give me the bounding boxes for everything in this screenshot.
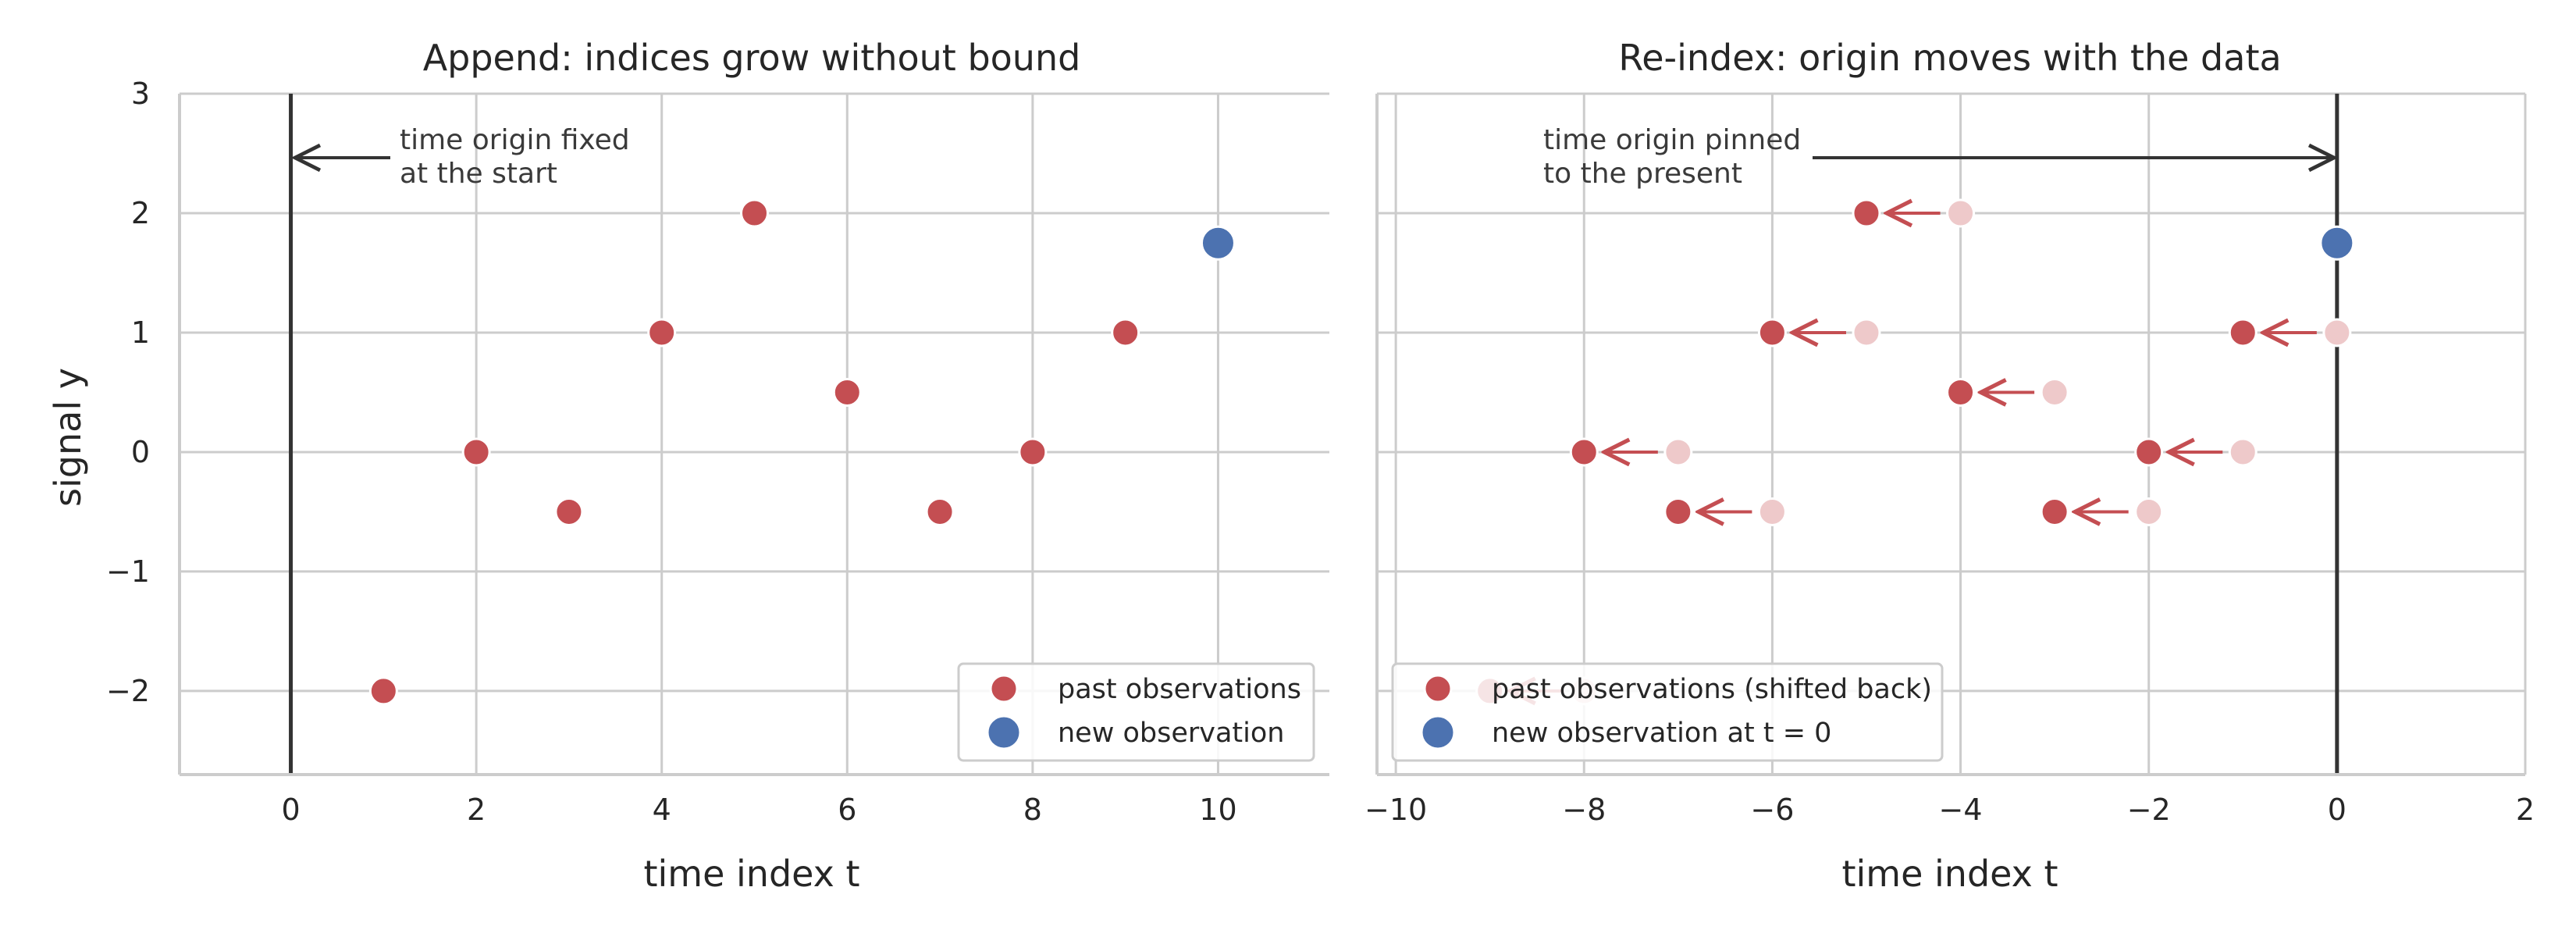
right-x-tick-label: 0 xyxy=(2328,793,2347,827)
right-previous-position-point xyxy=(2040,377,2069,407)
right-past-observation-point xyxy=(2134,437,2164,467)
left-y-tick-label: 0 xyxy=(131,435,150,469)
right-panel: −10 −8 −6 −4 −2 0 2 Re-index: origin moves wit… xyxy=(1364,37,2535,895)
left-legend-label-new: new observation xyxy=(1058,718,1284,749)
right-x-tick-labels: −10 −8 −6 −4 −2 0 2 xyxy=(1364,793,2535,827)
left-x-tick-label: 2 xyxy=(467,793,486,827)
left-panel: 0 2 4 6 8 10 −2 −1 0 1 2 3 Append: indices grow wi… xyxy=(47,37,1329,895)
right-previous-position-point xyxy=(1663,437,1693,467)
right-chart-title: Re-index: origin moves with the data xyxy=(1618,37,2281,79)
left-past-observation-point xyxy=(740,198,769,228)
left-past-observation-point xyxy=(1111,318,1140,347)
left-new-observation-point xyxy=(1200,225,1236,261)
left-chart-title: Append: indices grow without bound xyxy=(423,37,1081,79)
right-previous-position-point xyxy=(2322,318,2352,347)
right-legend-label-past: past observations (shifted back) xyxy=(1492,674,1932,705)
left-x-axis-label: time index t xyxy=(643,853,859,895)
left-legend-frame xyxy=(957,662,1315,762)
right-past-observation-point xyxy=(1663,497,1693,526)
right-past-observation-point xyxy=(2228,318,2258,347)
left-past-observation-point xyxy=(832,377,862,407)
left-past-observation-point xyxy=(647,318,677,347)
left-annotation: time origin fixed at the start xyxy=(295,124,630,190)
left-x-tick-label: 4 xyxy=(653,793,671,827)
right-previous-position-point xyxy=(1946,198,1976,228)
right-annotation-line-2: to the present xyxy=(1543,158,1742,190)
right-previous-position-point xyxy=(1757,497,1787,526)
right-axes-spines xyxy=(1375,94,2525,776)
right-annotation: time origin pinned to the present xyxy=(1543,124,2334,190)
right-x-tick-label: −8 xyxy=(1562,793,1606,827)
left-x-tick-label: 0 xyxy=(281,793,300,827)
left-y-axis-label: signal y xyxy=(47,368,89,507)
right-x-tick-label: −10 xyxy=(1364,793,1427,827)
left-y-tick-label: 1 xyxy=(131,315,150,350)
left-past-observation-point xyxy=(368,676,398,706)
left-legend-marker-past xyxy=(989,674,1019,704)
right-previous-position-point xyxy=(2134,497,2164,526)
right-legend: past observations (shifted back) new obs… xyxy=(1391,662,1944,762)
right-x-tick-label: −4 xyxy=(1939,793,1983,827)
left-axes-spines xyxy=(178,94,1329,776)
left-y-tick-label: −2 xyxy=(106,674,150,708)
right-legend-frame xyxy=(1391,662,1944,762)
left-past-observation-point xyxy=(1018,437,1048,467)
right-x-tick-label: 2 xyxy=(2516,793,2535,827)
right-x-tick-label: −2 xyxy=(2127,793,2171,827)
right-x-axis-label: time index t xyxy=(1841,853,2058,895)
left-x-tick-label: 8 xyxy=(1023,793,1042,827)
right-past-observation-point xyxy=(1852,198,1881,228)
left-y-tick-label: 2 xyxy=(131,196,150,230)
left-y-tick-label: 3 xyxy=(131,77,150,111)
left-data-points xyxy=(368,198,1236,706)
left-y-tick-labels: −2 −1 0 1 2 3 xyxy=(106,77,150,708)
left-past-observation-point xyxy=(925,497,955,526)
left-past-observation-point xyxy=(461,437,491,467)
right-data-points xyxy=(1475,198,2355,706)
right-past-observation-point xyxy=(1946,377,1976,407)
right-legend-label-new: new observation at t = 0 xyxy=(1492,718,1831,749)
right-annotation-line-1: time origin pinned xyxy=(1543,124,1801,156)
left-annotation-line-1: time origin fixed xyxy=(400,124,630,156)
right-past-observation-point xyxy=(2040,497,2069,526)
right-legend-marker-new xyxy=(1420,714,1456,750)
left-x-tick-label: 10 xyxy=(1199,793,1236,827)
left-legend-marker-new xyxy=(986,714,1022,750)
right-previous-position-point xyxy=(1852,318,1881,347)
left-legend: past observations new observation xyxy=(957,662,1315,762)
left-past-observation-point xyxy=(554,497,584,526)
left-x-tick-labels: 0 2 4 6 8 10 xyxy=(281,793,1236,827)
right-previous-position-point xyxy=(2228,437,2258,467)
left-annotation-line-2: at the start xyxy=(400,158,557,190)
right-x-tick-label: −6 xyxy=(1750,793,1794,827)
right-legend-marker-past xyxy=(1423,674,1453,704)
left-legend-label-past: past observations xyxy=(1058,674,1301,705)
right-past-observation-point xyxy=(1569,437,1599,467)
left-y-tick-label: −1 xyxy=(106,554,150,589)
right-new-observation-point xyxy=(2319,225,2355,261)
left-x-tick-label: 6 xyxy=(838,793,856,827)
right-past-observation-point xyxy=(1757,318,1787,347)
